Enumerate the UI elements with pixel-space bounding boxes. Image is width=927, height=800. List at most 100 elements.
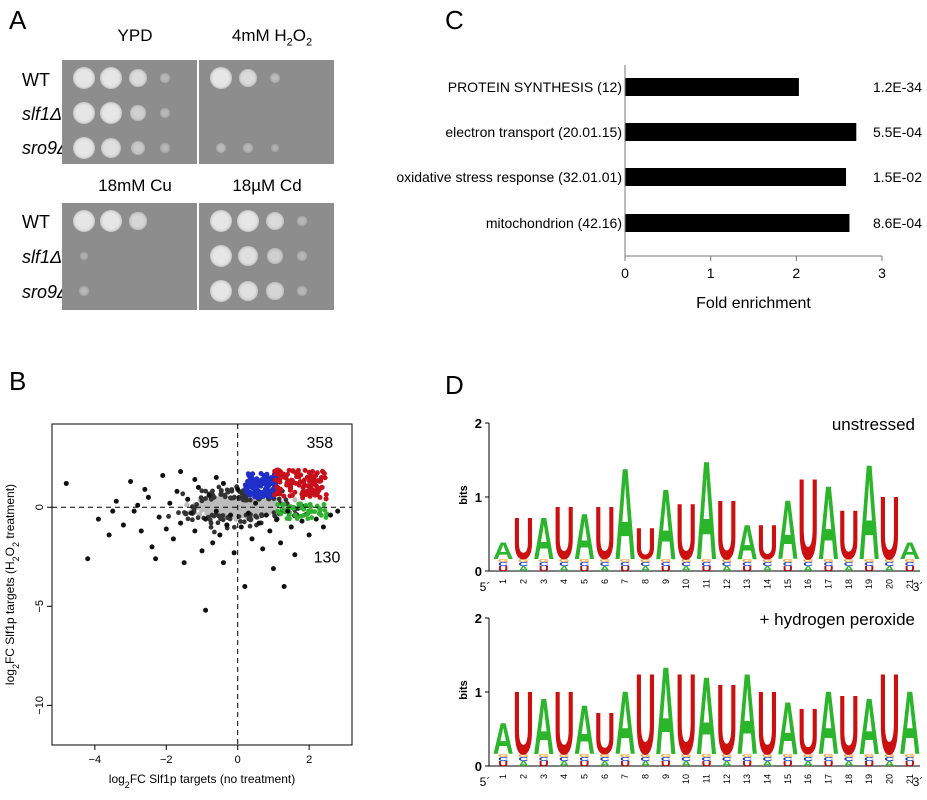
scatter-point bbox=[180, 491, 186, 497]
position-label: 17 bbox=[824, 579, 834, 589]
logo-letter: U bbox=[864, 565, 874, 573]
colony-spot bbox=[265, 211, 285, 231]
scatter-point bbox=[231, 550, 237, 556]
logo-letter: G bbox=[538, 559, 549, 563]
scatter-point bbox=[307, 489, 313, 495]
scatter-point bbox=[300, 495, 306, 501]
logo-letter: A bbox=[762, 760, 772, 768]
scatter-point bbox=[85, 556, 91, 562]
scatter-point bbox=[322, 475, 328, 481]
logo-letter: C bbox=[681, 561, 692, 567]
scatter-point bbox=[170, 536, 176, 542]
scatter-point bbox=[216, 484, 222, 490]
colony-spot bbox=[73, 67, 95, 89]
scatter-point bbox=[250, 471, 256, 477]
count-label-695: 695 bbox=[192, 435, 219, 452]
p-value-label: 5.5E-04 bbox=[873, 124, 922, 140]
logo-letter: G bbox=[904, 754, 915, 758]
scatter-point bbox=[275, 502, 281, 507]
scatter-point bbox=[266, 501, 272, 507]
logo-letter: A bbox=[818, 465, 839, 582]
scatter-point bbox=[163, 526, 169, 532]
scatter-point bbox=[267, 493, 273, 499]
logo-letter: U bbox=[823, 760, 833, 768]
logo-letter: A bbox=[681, 565, 691, 573]
logo-letter: A bbox=[656, 642, 677, 781]
category-label: oxidative stress response (32.01.01) bbox=[396, 169, 622, 185]
scatter-point bbox=[203, 488, 209, 494]
logo-letter: G bbox=[579, 559, 590, 563]
logo-letter: G bbox=[498, 754, 509, 758]
logo-letter: G bbox=[803, 559, 814, 563]
logo-letter: G bbox=[681, 559, 692, 563]
logo-letter: U bbox=[701, 760, 711, 768]
logo-letter: C bbox=[783, 561, 794, 567]
scatter-point bbox=[149, 544, 155, 550]
position-label: 5 bbox=[580, 774, 590, 779]
logo-letter: G bbox=[640, 754, 651, 758]
scatter-point bbox=[257, 482, 263, 488]
logo-letter: U bbox=[554, 492, 575, 575]
scatter-point bbox=[192, 476, 198, 482]
scatter-point bbox=[228, 512, 234, 518]
scatter-point bbox=[241, 519, 247, 525]
x-tick-label: −4 bbox=[89, 754, 102, 766]
logo-letter: C bbox=[661, 561, 672, 567]
logo-letter: U bbox=[539, 565, 549, 573]
logo-letter: C bbox=[600, 756, 611, 762]
scatter-point bbox=[272, 477, 278, 483]
logo-letter: A bbox=[493, 714, 514, 764]
position-label: 12 bbox=[722, 579, 732, 589]
scatter-point bbox=[305, 516, 311, 522]
logo-letter: C bbox=[620, 756, 631, 762]
category-label: electron transport (20.01.15) bbox=[445, 124, 622, 140]
scatter-point bbox=[192, 528, 198, 534]
logo-letter: A bbox=[722, 565, 732, 573]
logo-letter: C bbox=[600, 561, 611, 567]
position-label: 4 bbox=[559, 774, 569, 779]
colony-spot bbox=[100, 137, 122, 159]
logo-letter: C bbox=[864, 756, 875, 762]
scatter-point bbox=[211, 529, 217, 535]
scatter-point bbox=[218, 513, 224, 519]
logo-letter: A bbox=[778, 687, 799, 770]
logo-letter: A bbox=[803, 760, 813, 768]
scatter-point bbox=[328, 512, 334, 518]
scatter-point bbox=[181, 560, 187, 566]
logo-letter: A bbox=[574, 693, 595, 770]
strain-slf1-bottom: slf1Δ bbox=[22, 247, 63, 267]
position-label: 3 bbox=[539, 579, 549, 584]
logo-letter: U bbox=[823, 565, 833, 573]
scatter-point bbox=[243, 486, 249, 492]
logo-letter: G bbox=[620, 754, 631, 758]
logo-letter: U bbox=[676, 650, 697, 779]
logo-letter: U bbox=[798, 455, 819, 584]
logo-letter: C bbox=[498, 756, 509, 762]
scatter-point bbox=[317, 494, 323, 500]
scatter-point bbox=[189, 517, 195, 523]
scatter-point bbox=[167, 500, 173, 506]
scatter-point bbox=[138, 528, 144, 534]
strain-sro9-top: sro9Δ bbox=[22, 138, 70, 158]
bar bbox=[625, 214, 850, 232]
scatter-point bbox=[208, 520, 214, 526]
strain-sro9-bottom: sro9Δ bbox=[22, 282, 70, 302]
logo-letter: A bbox=[884, 565, 894, 573]
logo-letter: A bbox=[640, 760, 650, 768]
position-label: 4 bbox=[559, 579, 569, 584]
scatter-point bbox=[142, 486, 148, 492]
colony-spot bbox=[266, 282, 284, 300]
logo-letter: C bbox=[701, 756, 712, 762]
logo-letter: G bbox=[518, 754, 529, 758]
scatter-point bbox=[320, 524, 326, 530]
logo-letter: G bbox=[904, 559, 915, 563]
scatter-point bbox=[270, 566, 276, 572]
colony-spot bbox=[80, 252, 88, 260]
x-tick-label: 3 bbox=[878, 265, 886, 281]
colony-spot bbox=[100, 102, 122, 124]
logo-letter: C bbox=[742, 756, 753, 762]
logo-letter: U bbox=[595, 492, 616, 575]
x-tick-label: 2 bbox=[306, 754, 312, 766]
logo-letter: G bbox=[498, 559, 509, 563]
logo-letter: C bbox=[783, 756, 794, 762]
